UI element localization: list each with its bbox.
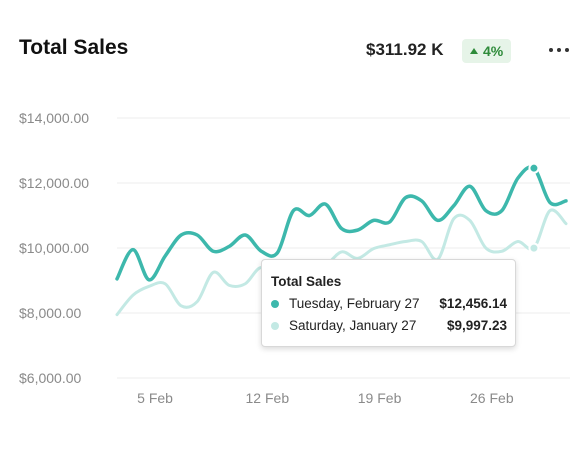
chart-title: Total Sales — [19, 36, 129, 59]
y-tick-label: $12,000.00 — [19, 175, 89, 191]
change-value: 4% — [483, 43, 504, 59]
x-tick-label: 26 Feb — [470, 390, 514, 406]
hover-point-marker — [528, 242, 540, 254]
tooltip-row-label: Tuesday, February 27 — [289, 296, 420, 311]
series-line-previous — [115, 208, 568, 317]
y-tick-label: $6,000.00 — [19, 370, 81, 386]
hover-point-marker — [528, 162, 540, 174]
tooltip-row-current: Tuesday, February 27 $12,456.14 — [271, 296, 507, 311]
more-options-button[interactable] — [548, 42, 570, 56]
series-line-current — [115, 165, 568, 282]
y-tick-label: $14,000.00 — [19, 110, 89, 126]
x-tick-label: 5 Feb — [137, 390, 173, 406]
x-tick-label: 12 Feb — [246, 390, 290, 406]
x-tick-label: 19 Feb — [358, 390, 402, 406]
y-tick-label: $8,000.00 — [19, 305, 81, 321]
series-dot-icon — [271, 321, 279, 330]
chart-tooltip: Total Sales Tuesday, February 27 $12,456… — [261, 259, 516, 347]
series-dot-icon — [271, 299, 279, 308]
triangle-up-icon — [470, 48, 478, 54]
tooltip-row-previous: Saturday, January 27 $9,997.23 — [271, 318, 507, 333]
tooltip-row-value: $12,456.14 — [439, 296, 507, 311]
tooltip-title: Total Sales — [271, 274, 342, 289]
y-tick-label: $10,000.00 — [19, 240, 89, 256]
change-badge: 4% — [462, 39, 512, 63]
total-value: $311.92 K — [366, 40, 444, 59]
tooltip-row-label: Saturday, January 27 — [289, 318, 417, 333]
tooltip-row-value: $9,997.23 — [446, 318, 507, 333]
